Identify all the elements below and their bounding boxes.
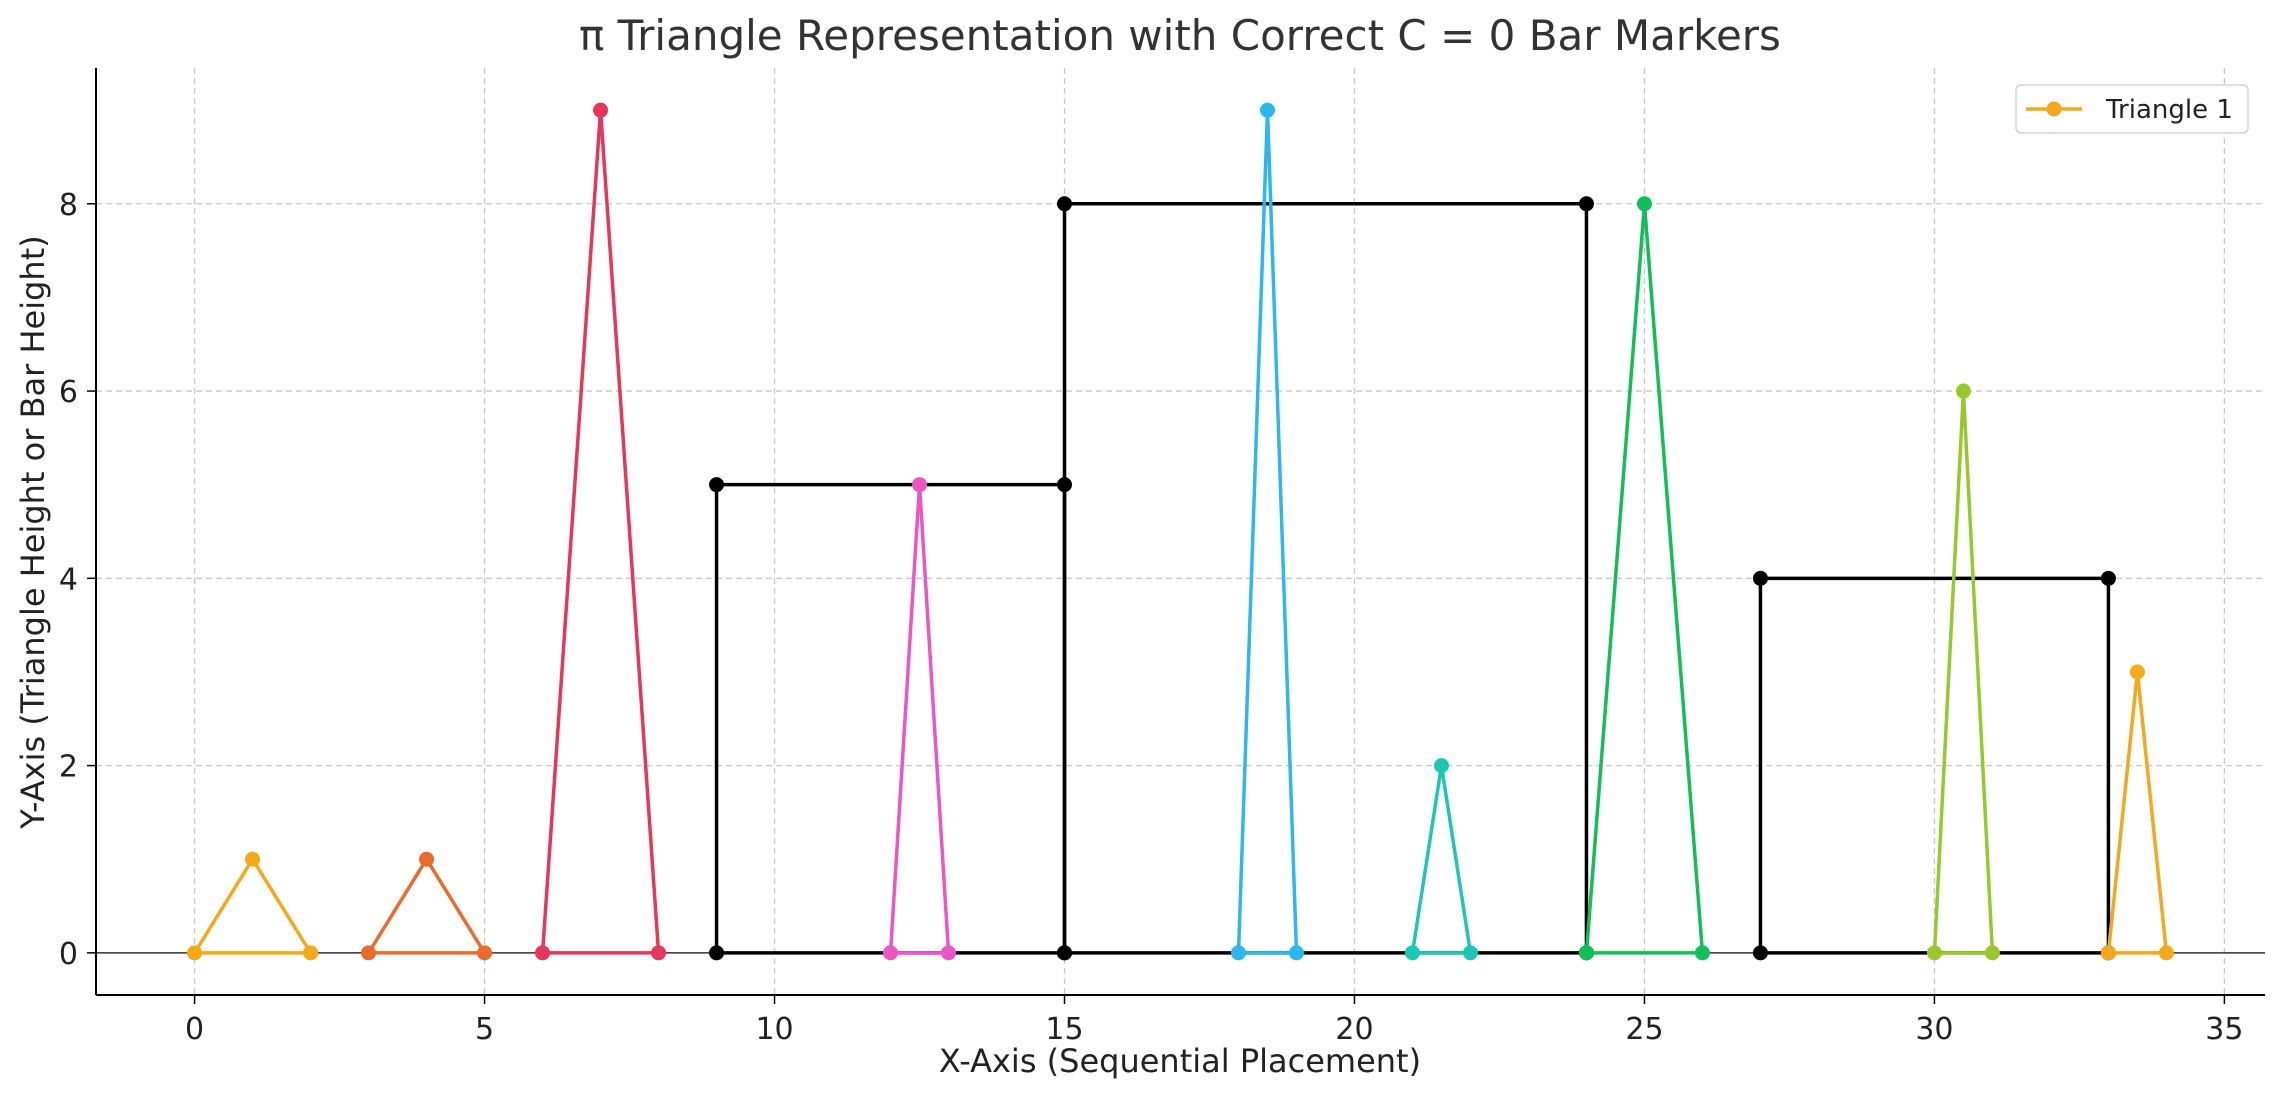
bar-marker <box>1057 945 1073 961</box>
triangle-outline <box>2106 670 2169 955</box>
triangle-vertex-marker <box>651 945 667 961</box>
y-axis-label: Y-Axis (Triangle Height or Bar Height) <box>14 235 52 830</box>
triangle-vertex-marker <box>883 945 899 961</box>
triangle-outline <box>1236 108 1299 955</box>
triangle-vertex-marker <box>1578 945 1594 961</box>
triangle-vertex-marker <box>1694 945 1710 961</box>
triangle-vertex-marker <box>912 477 928 493</box>
bar-marker <box>1578 196 1594 212</box>
axis-spines <box>95 68 2265 996</box>
triangle-vertex-marker <box>1404 945 1420 961</box>
bar-marker <box>1752 570 1768 586</box>
triangle-vertex-marker <box>593 102 609 118</box>
triangle-vertex-marker <box>1955 383 1971 399</box>
triangle-vertex-marker <box>941 945 957 961</box>
triangle-vertex-marker <box>1462 945 1478 961</box>
bar-marker <box>709 477 725 493</box>
legend-box <box>2015 84 2249 134</box>
y-tick-label: 4 <box>59 562 78 597</box>
triangle-outline <box>367 857 487 955</box>
legend-swatch-marker <box>2046 101 2062 117</box>
triangle-vertex-marker <box>1984 945 2000 961</box>
y-tick-label: 8 <box>59 188 78 223</box>
triangle-outline <box>540 108 661 955</box>
legend: Triangle 1 <box>2015 84 2249 134</box>
y-tick-label: 6 <box>59 375 78 410</box>
x-axis-label: X-Axis (Sequential Placement) <box>939 1042 1421 1080</box>
axis-ticks: 0 5 10 15 20 25 30 35 0 2 4 6 8 <box>59 188 2244 1047</box>
triangle-vertex-marker <box>1433 758 1449 774</box>
triangle-vertex-marker <box>187 945 203 961</box>
triangle-outline <box>193 857 313 955</box>
triangle-vertex-marker <box>1230 945 1246 961</box>
triangle-vertex-marker <box>1636 196 1652 212</box>
bar-marker <box>709 945 725 961</box>
triangle-vertex-marker <box>419 851 435 867</box>
x-tick-label: 0 <box>185 1012 204 1047</box>
triangle-vertex-marker <box>477 945 493 961</box>
x-tick-label: 5 <box>475 1012 494 1047</box>
triangle-vertex-marker <box>1259 102 1275 118</box>
chart-title: π Triangle Representation with Correct C… <box>579 11 1781 60</box>
triangle-vertex-marker <box>245 851 261 867</box>
bar-marker <box>2100 570 2116 586</box>
triangle-vertex-marker <box>2129 664 2145 680</box>
y-tick-label: 2 <box>59 750 78 785</box>
legend-label: Triangle 1 <box>2105 95 2233 125</box>
triangle-vertex-marker <box>303 945 319 961</box>
chart-marks <box>187 102 2174 961</box>
x-tick-label: 30 <box>1915 1012 1953 1047</box>
triangle-vertex-marker <box>361 945 377 961</box>
bar-marker <box>1752 945 1768 961</box>
triangle-outline <box>1932 389 1995 955</box>
x-tick-label: 10 <box>755 1012 793 1047</box>
triangle-vertex-marker <box>2100 945 2116 961</box>
triangle-vertex-marker <box>2158 945 2174 961</box>
y-tick-label: 0 <box>59 937 78 972</box>
x-tick-label: 35 <box>2205 1012 2243 1047</box>
triangle-vertex-marker <box>535 945 551 961</box>
triangle-outline <box>1410 763 1473 955</box>
triangle-vertex-marker <box>1926 945 1942 961</box>
triangle-outline <box>1584 202 1705 955</box>
triangle-outline <box>888 482 951 955</box>
x-tick-label: 20 <box>1335 1012 1373 1047</box>
x-tick-label: 25 <box>1625 1012 1663 1047</box>
bar-marker <box>1057 196 1073 212</box>
triangle-vertex-marker <box>1288 945 1304 961</box>
x-tick-label: 15 <box>1045 1012 1083 1047</box>
